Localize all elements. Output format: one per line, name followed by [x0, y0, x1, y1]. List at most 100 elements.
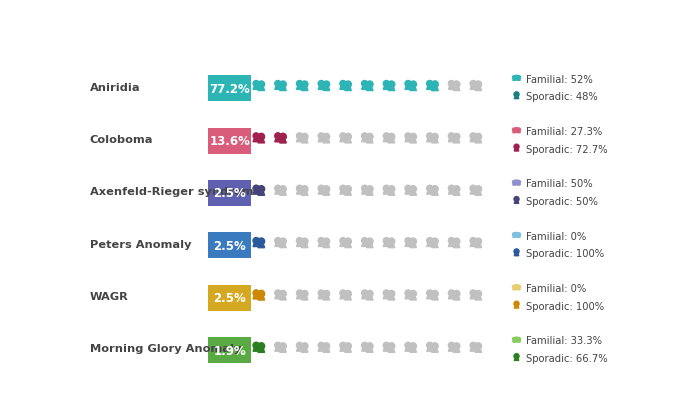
Circle shape: [475, 238, 482, 245]
Polygon shape: [301, 88, 308, 91]
Text: WAGR: WAGR: [90, 292, 128, 301]
Circle shape: [514, 285, 519, 288]
Polygon shape: [301, 350, 308, 353]
Polygon shape: [384, 244, 390, 247]
Circle shape: [362, 186, 368, 192]
Polygon shape: [517, 132, 521, 133]
Polygon shape: [253, 297, 259, 299]
Circle shape: [253, 134, 259, 139]
Circle shape: [470, 186, 476, 192]
FancyBboxPatch shape: [208, 180, 251, 207]
Polygon shape: [384, 140, 390, 142]
Polygon shape: [388, 245, 395, 248]
Polygon shape: [410, 245, 416, 248]
Circle shape: [366, 291, 373, 297]
Circle shape: [253, 342, 259, 348]
Polygon shape: [384, 88, 390, 90]
Polygon shape: [366, 350, 373, 353]
Circle shape: [427, 134, 433, 139]
FancyBboxPatch shape: [208, 128, 251, 154]
Text: Sporadic: 66.7%: Sporadic: 66.7%: [526, 353, 608, 363]
Circle shape: [345, 291, 351, 297]
Text: Aniridia: Aniridia: [90, 83, 140, 92]
Polygon shape: [517, 237, 521, 238]
Text: Sporadic: 100%: Sporadic: 100%: [526, 301, 604, 311]
Polygon shape: [514, 202, 519, 204]
Circle shape: [258, 186, 264, 193]
Polygon shape: [475, 297, 482, 300]
Circle shape: [514, 233, 519, 236]
Polygon shape: [318, 349, 324, 351]
Polygon shape: [453, 193, 460, 196]
Circle shape: [410, 186, 416, 193]
Polygon shape: [258, 88, 264, 91]
Polygon shape: [513, 132, 516, 133]
Circle shape: [253, 342, 259, 348]
Circle shape: [432, 291, 438, 297]
Circle shape: [258, 186, 264, 193]
Circle shape: [405, 342, 411, 348]
Circle shape: [388, 343, 395, 350]
Circle shape: [512, 76, 516, 80]
Polygon shape: [275, 140, 281, 142]
Circle shape: [275, 342, 281, 348]
Polygon shape: [517, 289, 521, 290]
Circle shape: [279, 238, 286, 245]
Polygon shape: [432, 297, 438, 300]
Polygon shape: [253, 140, 259, 142]
Polygon shape: [410, 193, 416, 196]
Circle shape: [340, 134, 346, 139]
Circle shape: [384, 342, 390, 348]
FancyBboxPatch shape: [208, 76, 251, 102]
Polygon shape: [345, 141, 351, 144]
Polygon shape: [470, 349, 476, 351]
Polygon shape: [470, 192, 476, 195]
Polygon shape: [470, 140, 476, 142]
Polygon shape: [301, 297, 308, 300]
Polygon shape: [410, 141, 416, 144]
Circle shape: [297, 81, 303, 88]
Circle shape: [323, 186, 329, 193]
Polygon shape: [515, 184, 518, 185]
Polygon shape: [253, 244, 259, 247]
Polygon shape: [279, 297, 286, 300]
Polygon shape: [258, 350, 264, 353]
Polygon shape: [253, 349, 259, 351]
Polygon shape: [301, 141, 308, 144]
Circle shape: [345, 238, 351, 245]
Polygon shape: [253, 297, 259, 299]
Circle shape: [323, 82, 329, 88]
Polygon shape: [515, 289, 518, 290]
Circle shape: [318, 81, 324, 88]
Text: 2.5%: 2.5%: [214, 187, 246, 200]
Text: Sporadic: 72.7%: Sporadic: 72.7%: [526, 144, 608, 154]
Polygon shape: [340, 140, 346, 142]
Polygon shape: [297, 297, 303, 299]
Polygon shape: [345, 193, 351, 196]
Polygon shape: [275, 297, 281, 299]
Text: Familial: 50%: Familial: 50%: [526, 179, 593, 189]
Circle shape: [258, 238, 264, 245]
Circle shape: [449, 238, 455, 244]
Circle shape: [410, 82, 416, 88]
Text: Familial: 52%: Familial: 52%: [526, 74, 593, 84]
Circle shape: [279, 291, 286, 297]
Polygon shape: [323, 297, 329, 300]
Polygon shape: [362, 192, 368, 195]
Circle shape: [453, 134, 460, 141]
Polygon shape: [366, 245, 373, 248]
Polygon shape: [514, 359, 519, 361]
Circle shape: [297, 290, 303, 297]
Circle shape: [517, 233, 521, 237]
Circle shape: [258, 238, 264, 245]
Polygon shape: [345, 245, 351, 248]
Circle shape: [366, 343, 373, 350]
Polygon shape: [297, 140, 303, 142]
Circle shape: [323, 134, 329, 141]
Polygon shape: [515, 80, 518, 81]
Circle shape: [275, 186, 281, 192]
Polygon shape: [388, 350, 395, 353]
Polygon shape: [405, 88, 411, 90]
Polygon shape: [513, 80, 516, 81]
Polygon shape: [514, 254, 519, 256]
